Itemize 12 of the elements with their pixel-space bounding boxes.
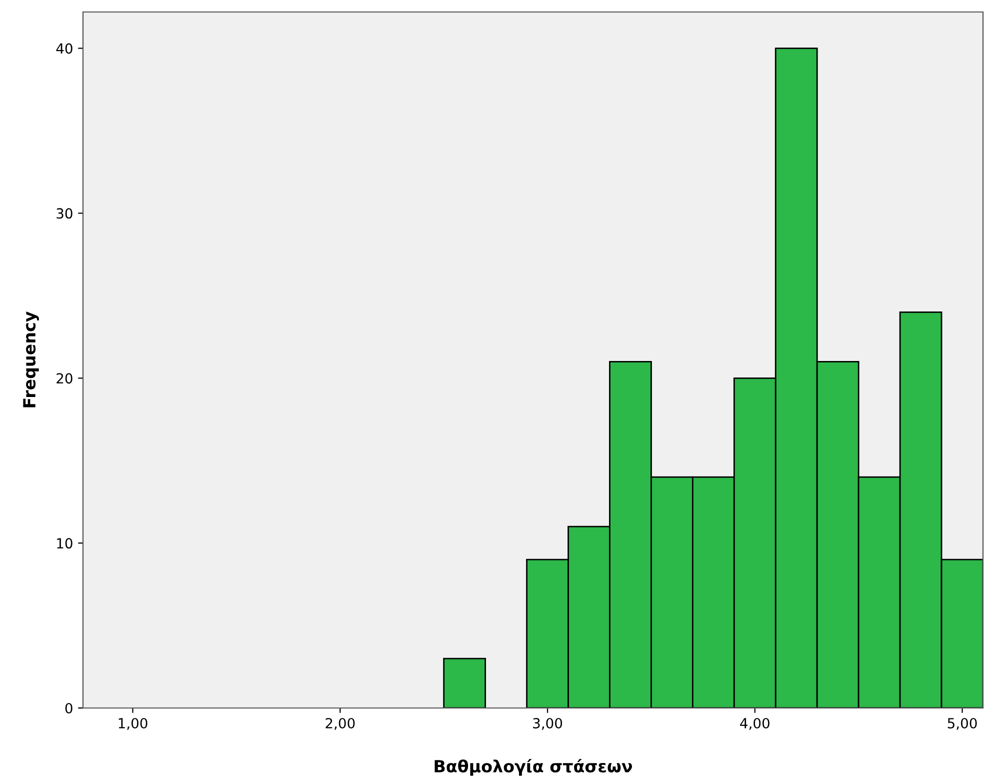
x-tick-label: 2,00 bbox=[326, 718, 355, 730]
x-tick-label: 4,00 bbox=[740, 718, 770, 730]
y-tick-label: 10 bbox=[57, 538, 72, 549]
x-tick-label: 5,00 bbox=[948, 718, 977, 730]
x-tick-label: 3,00 bbox=[533, 718, 562, 730]
y-tick-label: 30 bbox=[56, 208, 72, 219]
y-tick-label: 20 bbox=[56, 373, 72, 384]
x-tick-label: 1,00 bbox=[118, 718, 148, 730]
y-tick-label: 40 bbox=[56, 43, 72, 54]
y-axis-title: Frequency bbox=[23, 312, 39, 408]
x-axis-title: Βαθμολογία στάσεων bbox=[434, 758, 632, 776]
y-tick-label: 0 bbox=[65, 702, 72, 714]
